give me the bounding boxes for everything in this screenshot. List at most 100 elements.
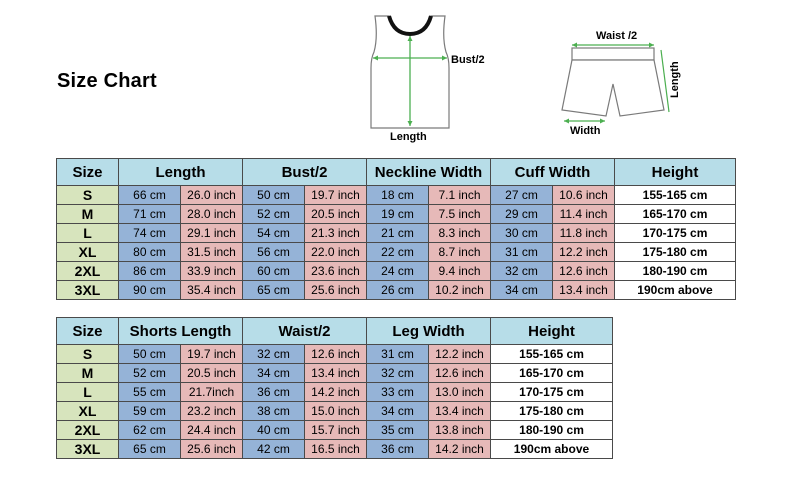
cm-cell: 32 cm xyxy=(490,261,553,281)
jersey-size-row: S 66 cm 26.0 inch 50 cm 19.7 inch 18 cm 7.1 in… xyxy=(56,185,736,205)
height-cell: 175-180 cm xyxy=(490,401,613,421)
header-height: Height xyxy=(614,158,736,186)
size-cell: L xyxy=(56,223,119,243)
inch-cell: 11.8 inch xyxy=(552,223,615,243)
height-cell: 180-190 cm xyxy=(614,261,736,281)
header-cuff-width: Cuff Width xyxy=(490,158,615,186)
cm-cell: 86 cm xyxy=(118,261,181,281)
waist-label: Waist /2 xyxy=(596,30,637,42)
height-cell: 155-165 cm xyxy=(614,185,736,205)
jersey-header-row: Size Length Bust/2 Neckline Width Cuff W… xyxy=(56,158,736,186)
jersey-size-row: M 71 cm 28.0 inch 52 cm 20.5 inch 19 cm 7.5 in… xyxy=(56,204,736,224)
inch-cell: 12.6 inch xyxy=(428,363,491,383)
cm-cell: 18 cm xyxy=(366,185,429,205)
cm-cell: 32 cm xyxy=(242,344,305,364)
cm-cell: 66 cm xyxy=(118,185,181,205)
inch-cell: 15.7 inch xyxy=(304,420,367,440)
cm-cell: 60 cm xyxy=(242,261,305,281)
cm-cell: 34 cm xyxy=(242,363,305,383)
inch-cell: 7.5 inch xyxy=(428,204,491,224)
cm-cell: 21 cm xyxy=(366,223,429,243)
cm-cell: 50 cm xyxy=(242,185,305,205)
inch-cell: 24.4 inch xyxy=(180,420,243,440)
length-label: Length xyxy=(390,131,427,143)
cm-cell: 31 cm xyxy=(490,242,553,262)
shorts-size-row: L 55 cm 21.7inch 36 cm 14.2 inch 33 cm 13.0 in… xyxy=(56,382,613,402)
header-neckline-width: Neckline Width xyxy=(366,158,491,186)
inch-cell: 13.4 inch xyxy=(428,401,491,421)
inch-cell: 29.1 inch xyxy=(180,223,243,243)
jersey-diagram: Bust/2 Length xyxy=(370,15,485,143)
shorts-waistband xyxy=(571,47,655,61)
inch-cell: 15.0 inch xyxy=(304,401,367,421)
inch-cell: 10.2 inch xyxy=(428,280,491,300)
header-length: Length xyxy=(118,158,243,186)
shorts-diagram: Waist /2 Length Width xyxy=(561,30,681,137)
inch-cell: 12.2 inch xyxy=(552,242,615,262)
cm-cell: 40 cm xyxy=(242,420,305,440)
size-cell: 2XL xyxy=(56,261,119,281)
inch-cell: 8.7 inch xyxy=(428,242,491,262)
header-height: Height xyxy=(490,317,613,345)
cm-cell: 74 cm xyxy=(118,223,181,243)
header-leg-width: Leg Width xyxy=(366,317,491,345)
inch-cell: 19.7 inch xyxy=(180,344,243,364)
cm-cell: 36 cm xyxy=(242,382,305,402)
cm-cell: 33 cm xyxy=(366,382,429,402)
page-title: Size Chart xyxy=(57,70,157,92)
cm-cell: 34 cm xyxy=(490,280,553,300)
height-cell: 175-180 cm xyxy=(614,242,736,262)
inch-cell: 16.5 inch xyxy=(304,439,367,459)
height-cell: 165-170 cm xyxy=(614,204,736,224)
inch-cell: 8.3 inch xyxy=(428,223,491,243)
shorts-size-row: XL 59 cm 23.2 inch 38 cm 15.0 inch 34 cm 13.4 … xyxy=(56,401,613,421)
height-cell: 170-175 cm xyxy=(614,223,736,243)
inch-cell: 10.6 inch xyxy=(552,185,615,205)
size-cell: 2XL xyxy=(56,420,119,440)
jersey-size-table: Size Length Bust/2 Neckline Width Cuff W… xyxy=(56,158,736,300)
cm-cell: 35 cm xyxy=(366,420,429,440)
shorts-header-row: Size Shorts Length Waist/2 Leg Width Hei… xyxy=(56,317,613,345)
inch-cell: 21.7inch xyxy=(180,382,243,402)
inch-cell: 35.4 inch xyxy=(180,280,243,300)
size-cell: L xyxy=(56,382,119,402)
size-cell: M xyxy=(56,204,119,224)
inch-cell: 13.0 inch xyxy=(428,382,491,402)
height-cell: 155-165 cm xyxy=(490,344,613,364)
inch-cell: 33.9 inch xyxy=(180,261,243,281)
inch-cell: 20.5 inch xyxy=(304,204,367,224)
shorts-outline xyxy=(561,59,665,117)
jersey-size-row: XL 80 cm 31.5 inch 56 cm 22.0 inch 22 cm 8.7 i… xyxy=(56,242,736,262)
inch-cell: 12.2 inch xyxy=(428,344,491,364)
cm-cell: 52 cm xyxy=(118,363,181,383)
cm-cell: 26 cm xyxy=(366,280,429,300)
header-size: Size xyxy=(56,317,119,345)
height-cell: 170-175 cm xyxy=(490,382,613,402)
inch-cell: 23.2 inch xyxy=(180,401,243,421)
shorts-length-label: Length xyxy=(669,61,681,98)
width-label: Width xyxy=(570,125,601,137)
cm-cell: 22 cm xyxy=(366,242,429,262)
cm-cell: 80 cm xyxy=(118,242,181,262)
jersey-size-row: 3XL 90 cm 35.4 inch 65 cm 25.6 inch 26 cm 10.2… xyxy=(56,280,736,300)
shorts-size-row: 2XL 62 cm 24.4 inch 40 cm 15.7 inch 35 cm 13.8… xyxy=(56,420,613,440)
inch-cell: 11.4 inch xyxy=(552,204,615,224)
inch-cell: 28.0 inch xyxy=(180,204,243,224)
cm-cell: 62 cm xyxy=(118,420,181,440)
inch-cell: 13.4 inch xyxy=(552,280,615,300)
cm-cell: 50 cm xyxy=(118,344,181,364)
inch-cell: 21.3 inch xyxy=(304,223,367,243)
size-cell: XL xyxy=(56,242,119,262)
cm-cell: 32 cm xyxy=(366,363,429,383)
header-shorts-length: Shorts Length xyxy=(118,317,243,345)
jersey-size-row: L 74 cm 29.1 inch 54 cm 21.3 inch 21 cm 8.3 in… xyxy=(56,223,736,243)
cm-cell: 90 cm xyxy=(118,280,181,300)
jersey-collar xyxy=(387,15,433,37)
inch-cell: 7.1 inch xyxy=(428,185,491,205)
cm-cell: 42 cm xyxy=(242,439,305,459)
cm-cell: 24 cm xyxy=(366,261,429,281)
cm-cell: 65 cm xyxy=(118,439,181,459)
cm-cell: 36 cm xyxy=(366,439,429,459)
inch-cell: 26.0 inch xyxy=(180,185,243,205)
shorts-size-row: 3XL 65 cm 25.6 inch 42 cm 16.5 inch 36 cm 14.2… xyxy=(56,439,613,459)
